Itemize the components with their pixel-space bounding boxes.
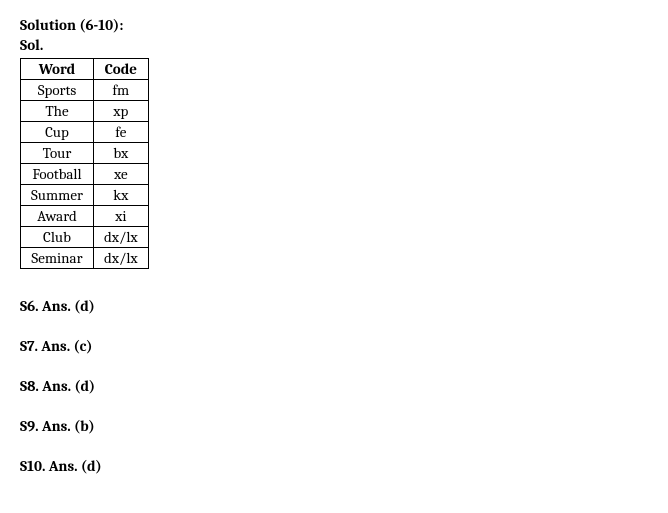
cell-code: xi — [93, 206, 148, 227]
cell-code: dx/lx — [93, 248, 148, 269]
cell-word: Football — [21, 164, 94, 185]
table-row: Club dx/lx — [21, 227, 149, 248]
cell-word: Summer — [21, 185, 94, 206]
table-row: Summer kx — [21, 185, 149, 206]
table-row: Cup fe — [21, 122, 149, 143]
table-row: Football xe — [21, 164, 149, 185]
cell-word: Club — [21, 227, 94, 248]
cell-code: fm — [93, 80, 148, 101]
cell-word: Cup — [21, 122, 94, 143]
answer-s6: S6. Ans. (d) — [20, 297, 648, 315]
table-row: The xp — [21, 101, 149, 122]
solution-subheading: Sol. — [20, 36, 648, 54]
cell-code: xp — [93, 101, 148, 122]
table-header-row: Word Code — [21, 59, 149, 80]
word-code-table: Word Code Sports fm The xp Cup fe Tour b… — [20, 58, 149, 269]
answer-s10: S10. Ans. (d) — [20, 457, 648, 475]
answer-s9: S9. Ans. (b) — [20, 417, 648, 435]
solution-heading: Solution (6-10): — [20, 16, 648, 34]
cell-code: kx — [93, 185, 148, 206]
cell-code: xe — [93, 164, 148, 185]
cell-code: bx — [93, 143, 148, 164]
table-row: Award xi — [21, 206, 149, 227]
table-row: Tour bx — [21, 143, 149, 164]
answer-s7: S7. Ans. (c) — [20, 337, 648, 355]
cell-word: Award — [21, 206, 94, 227]
cell-code: fe — [93, 122, 148, 143]
cell-word: The — [21, 101, 94, 122]
table-row: Sports fm — [21, 80, 149, 101]
cell-code: dx/lx — [93, 227, 148, 248]
header-code: Code — [93, 59, 148, 80]
cell-word: Seminar — [21, 248, 94, 269]
cell-word: Tour — [21, 143, 94, 164]
table-row: Seminar dx/lx — [21, 248, 149, 269]
header-word: Word — [21, 59, 94, 80]
cell-word: Sports — [21, 80, 94, 101]
answer-s8: S8. Ans. (d) — [20, 377, 648, 395]
